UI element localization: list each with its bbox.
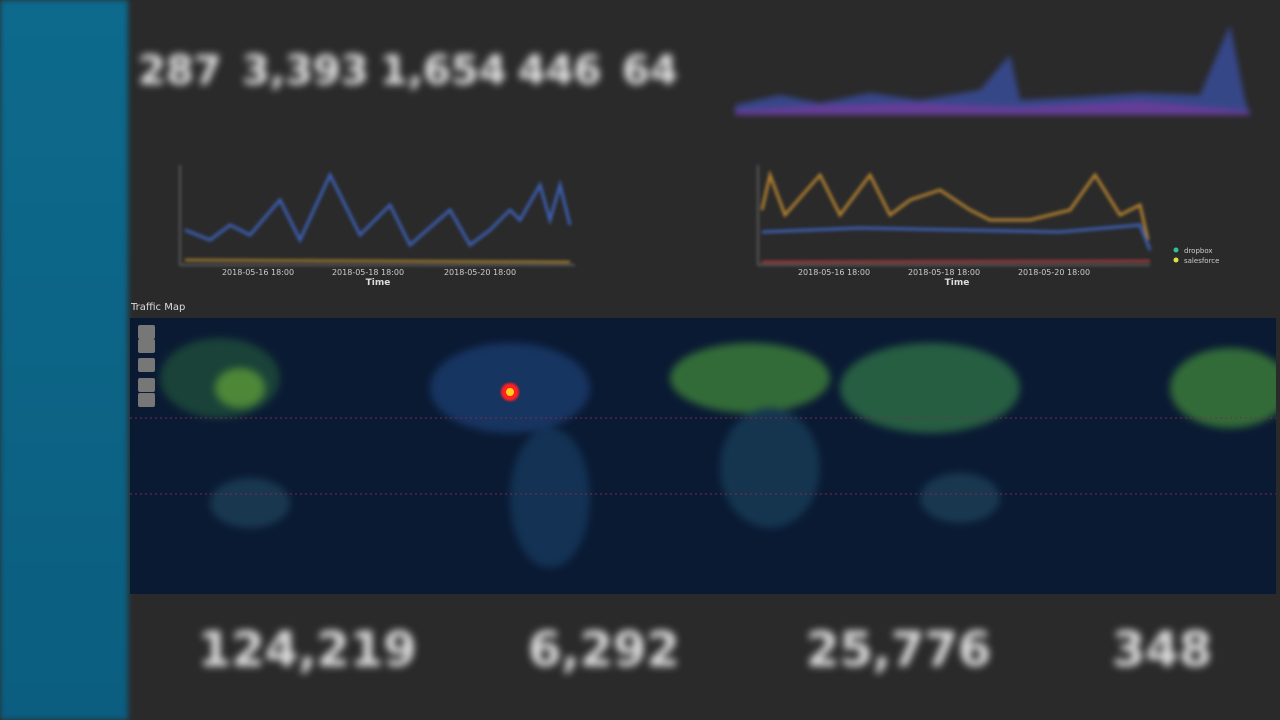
x-tick-label: 2018-05-18 18:00 <box>332 268 404 277</box>
x-tick-label: 2018-05-16 18:00 <box>222 268 294 277</box>
metric: 124,219 <box>198 622 417 678</box>
sidebar <box>0 0 128 720</box>
metric: 446 <box>518 48 602 94</box>
top-right-chart <box>735 25 1250 115</box>
x-axis-label: Time <box>366 278 391 288</box>
draw-tool[interactable] <box>138 393 155 407</box>
x-tick-label: 2018-05-18 18:00 <box>908 268 980 277</box>
draw-tool[interactable] <box>138 378 155 392</box>
metric: 1,654 <box>380 48 507 94</box>
metric: 25,776 <box>806 622 992 678</box>
x-axis-label: Time <box>945 278 970 288</box>
panel-title: Traffic Map <box>131 302 186 313</box>
zoom-in[interactable] <box>138 325 155 339</box>
fit-bounds[interactable] <box>138 358 155 372</box>
left-chart: 2018-05-16 18:00 2018-05-18 18:00 2018-0… <box>179 165 650 288</box>
metric: 6,292 <box>528 622 680 678</box>
metric: 64 <box>622 48 678 94</box>
zoom-out[interactable] <box>138 339 155 353</box>
map-canvas <box>130 325 1276 568</box>
legend-label: dropbox <box>1184 247 1213 255</box>
x-tick-label: 2018-05-20 18:00 <box>444 268 516 277</box>
metric: 287 <box>138 48 222 94</box>
traffic-map <box>130 318 1276 594</box>
x-tick-label: 2018-05-16 18:00 <box>798 268 870 277</box>
legend-label: salesforce <box>1184 257 1219 265</box>
right-chart: dropbox salesforce 2018-05-16 18:00 2018… <box>757 165 1219 288</box>
x-tick-label: 2018-05-20 18:00 <box>1018 268 1090 277</box>
metric: 3,393 <box>242 48 369 94</box>
metric: 348 <box>1112 622 1213 678</box>
